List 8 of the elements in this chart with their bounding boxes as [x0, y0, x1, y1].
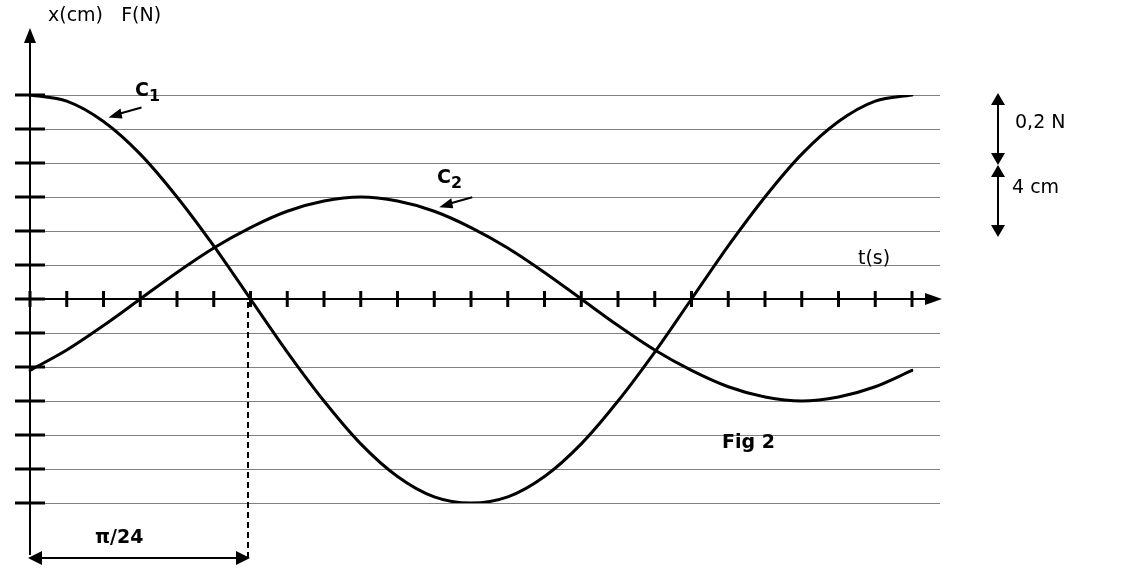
series-label: C$_{1}$ — [135, 78, 160, 105]
series-label: C$_{2}$ — [437, 165, 462, 192]
text: 0,2 N — [1015, 110, 1066, 132]
y-axis-title: x(cm) F(N) — [48, 3, 162, 25]
text: π/24 — [95, 525, 144, 547]
x-axis-title: t(s) — [858, 246, 891, 268]
text: 4 cm — [1012, 175, 1060, 197]
annotation: Fig 2 — [722, 430, 775, 452]
